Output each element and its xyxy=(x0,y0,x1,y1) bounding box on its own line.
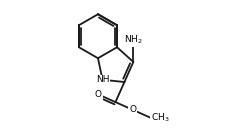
Text: CH$_3$: CH$_3$ xyxy=(151,112,169,124)
Text: O: O xyxy=(129,105,136,114)
Text: NH$_2$: NH$_2$ xyxy=(124,34,143,46)
Text: NH: NH xyxy=(96,75,109,84)
Text: O: O xyxy=(95,90,102,99)
